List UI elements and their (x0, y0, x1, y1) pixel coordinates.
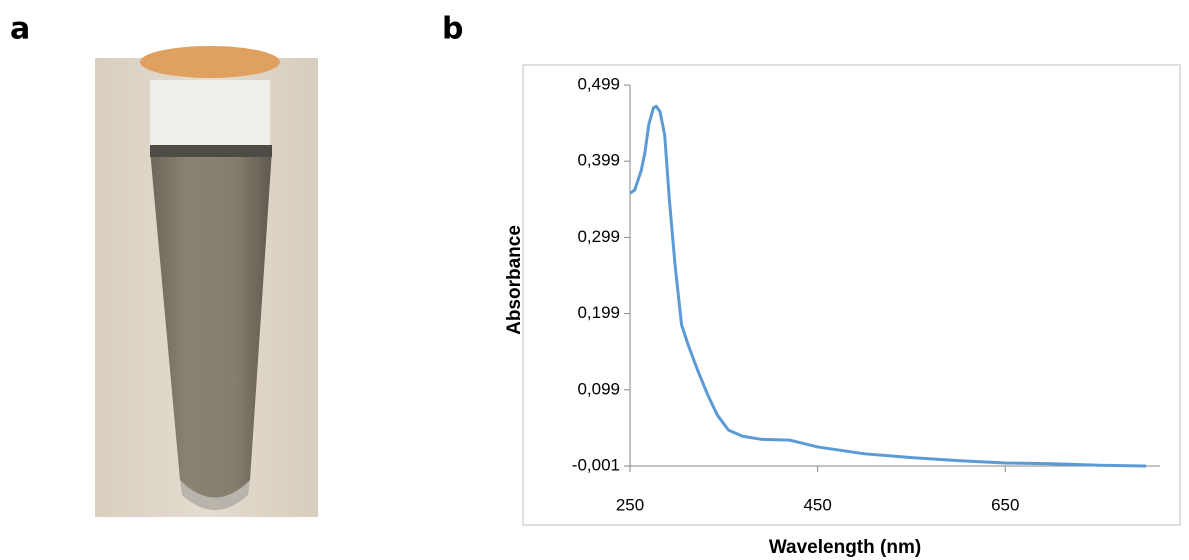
y-axis-title: Absorbance (504, 225, 525, 335)
panel-label: a (10, 12, 30, 47)
data-line (629, 104, 1147, 468)
x-axis-title: Wavelength (nm) (769, 537, 921, 558)
y-tick-label: 0,299 (577, 227, 620, 246)
panel-label: b (442, 12, 463, 47)
y-tick-label: 0,499 (577, 74, 620, 93)
y-tick-label: 0,199 (577, 303, 620, 322)
x-tick-label: 250 (616, 495, 644, 514)
photo (95, 46, 318, 517)
x-tick-label: 650 (991, 495, 1019, 514)
y-tick-label: 0,399 (577, 151, 620, 170)
y-tick-label: 0,099 (577, 379, 620, 398)
x-tick-label: 450 (803, 495, 831, 514)
chart-frame (522, 64, 1181, 526)
y-tick-label: -0,001 (572, 455, 620, 474)
